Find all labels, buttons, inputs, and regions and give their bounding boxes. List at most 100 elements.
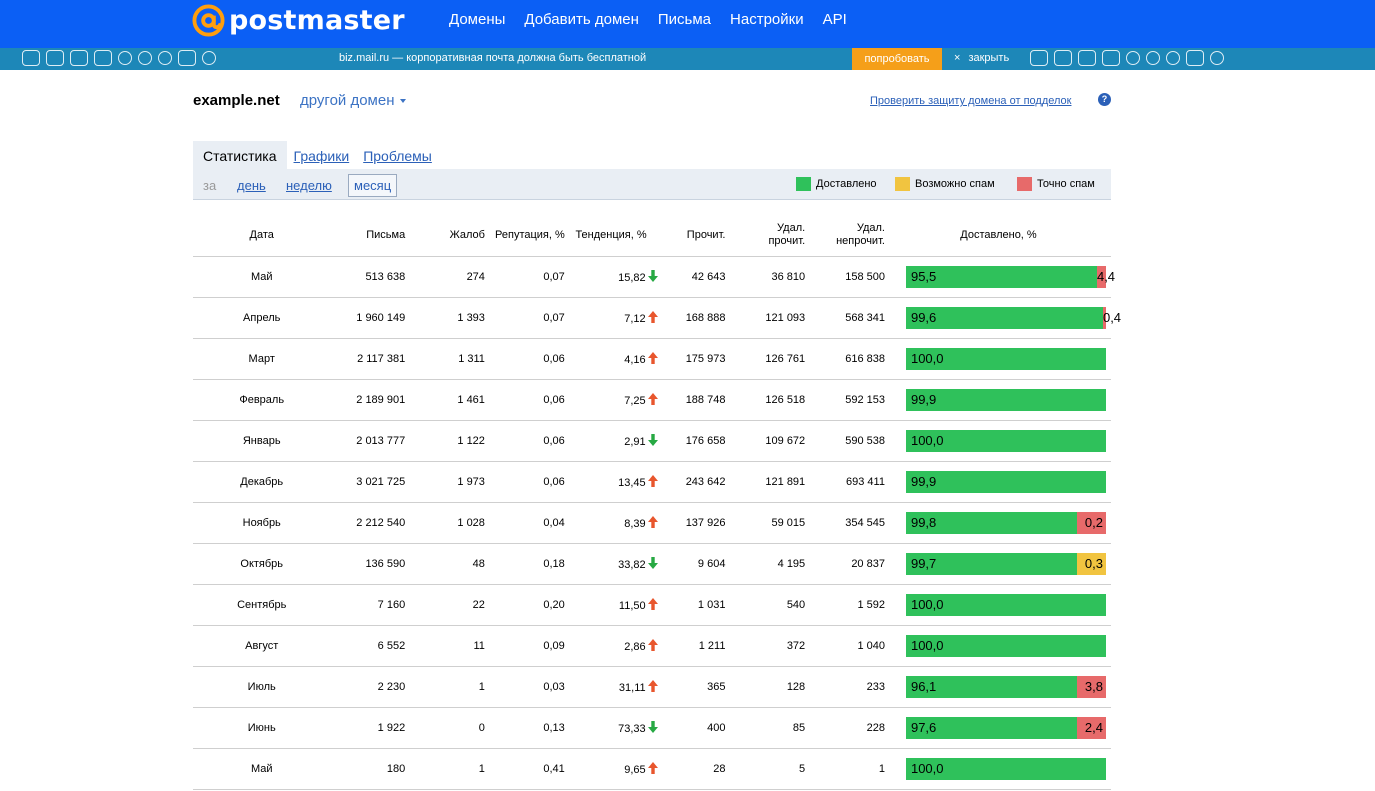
cell-delivered-bar: 99,8 0,2 bbox=[885, 502, 1111, 544]
nav-domains[interactable]: Домены bbox=[449, 11, 506, 28]
cell-date: Май bbox=[193, 256, 331, 298]
trend-value: 73,33 bbox=[618, 723, 646, 735]
nav-settings[interactable]: Настройки bbox=[730, 11, 804, 28]
period-week[interactable]: неделю bbox=[286, 178, 332, 193]
trend-value: 33,82 bbox=[618, 559, 646, 571]
cell-date: Март bbox=[193, 338, 331, 380]
header-deleted-unread: Удал. непрочит. bbox=[806, 214, 886, 257]
main-nav: Домены Добавить домен Письма Настройки A… bbox=[449, 11, 866, 28]
cell-reputation: 0,07 bbox=[485, 297, 566, 339]
table-row: Июль 2 230 1 0,03 31,11 365 128 233 96,1 3,8 bbox=[193, 666, 1111, 708]
delivery-bar: 100,0 bbox=[905, 430, 1106, 452]
nav-add-domain[interactable]: Добавить домен bbox=[524, 11, 639, 28]
cell-reputation: 0,07 bbox=[485, 256, 566, 298]
cell-reputation: 0,06 bbox=[485, 420, 566, 462]
trend-value: 7,25 bbox=[624, 395, 646, 407]
cell-delivered-bar: 96,1 3,8 bbox=[885, 666, 1111, 708]
legend-swatch bbox=[1017, 177, 1032, 191]
arrow-up-icon bbox=[647, 680, 658, 692]
cell-read: 137 926 bbox=[658, 502, 727, 544]
delivery-bar: 99,9 bbox=[905, 389, 1106, 411]
cell-deleted-read: 128 bbox=[726, 666, 807, 708]
cell-deleted-unread: 693 411 bbox=[806, 461, 886, 503]
nav-letters[interactable]: Письма bbox=[657, 11, 712, 28]
arrow-down-icon bbox=[647, 434, 658, 446]
table-row: Декабрь 3 021 725 1 973 0,06 13,45 243 642 121… bbox=[193, 461, 1111, 503]
delivery-bar: 96,1 3,8 bbox=[905, 676, 1106, 698]
cell-delivered-bar: 99,6 0,4 bbox=[885, 297, 1121, 339]
tab-graphs[interactable]: Графики bbox=[293, 148, 350, 164]
other-domain-dropdown[interactable]: другой домен bbox=[300, 92, 406, 109]
cell-trend: 33,82 bbox=[565, 543, 659, 585]
cell-trend: 31,11 bbox=[565, 666, 659, 708]
period-filter-bar: за день неделю месяц Доставлено Возможно… bbox=[193, 169, 1111, 200]
cell-date: Май bbox=[193, 748, 331, 790]
cell-deleted-unread: 158 500 bbox=[806, 256, 886, 298]
contact-doodle-icon bbox=[1126, 51, 1140, 65]
logo-text: postmaster bbox=[229, 4, 405, 36]
cell-reputation: 0,06 bbox=[485, 338, 566, 380]
trend-value: 13,45 bbox=[618, 477, 646, 489]
paperclip-doodle-icon bbox=[1078, 50, 1096, 66]
delivery-bar: 99,6 0,4 bbox=[905, 307, 1121, 329]
cell-deleted-read: 85 bbox=[726, 707, 807, 749]
cell-complaints: 1 028 bbox=[406, 502, 486, 544]
legend-label: Возможно спам bbox=[915, 178, 995, 190]
header-trend: Тенденция, % bbox=[575, 228, 647, 241]
header-line: Удал. bbox=[856, 222, 885, 234]
at-sign-logo-icon bbox=[192, 3, 225, 37]
cell-letters: 2 013 777 bbox=[330, 420, 407, 462]
statistics-table: Дата Письма Жалоб Репутация, % Тенденция… bbox=[193, 214, 1121, 790]
cell-deleted-read: 59 015 bbox=[726, 502, 807, 544]
header-complaints: Жалоб bbox=[449, 228, 485, 241]
tab-problems[interactable]: Проблемы bbox=[363, 148, 432, 164]
bird-doodle-icon bbox=[1210, 51, 1224, 65]
cell-trend: 13,45 bbox=[565, 461, 659, 503]
cell-deleted-read: 540 bbox=[726, 584, 807, 626]
cell-deleted-unread: 592 153 bbox=[806, 379, 886, 421]
cell-deleted-unread: 1 592 bbox=[806, 584, 886, 626]
header-letters: Письма bbox=[366, 228, 406, 241]
legend-swatch bbox=[796, 177, 811, 191]
paperclip-doodle-icon bbox=[70, 50, 88, 66]
check-domain-protection-link[interactable]: Проверить защиту домена от подделок bbox=[870, 95, 1072, 107]
cell-deleted-read: 36 810 bbox=[726, 256, 807, 298]
cell-trend: 2,86 bbox=[565, 625, 659, 667]
delivery-bar: 95,5 4,4 bbox=[905, 266, 1115, 288]
tab-statistics[interactable]: Статистика bbox=[193, 141, 287, 169]
cell-date: Июнь bbox=[193, 707, 331, 749]
promo-try-button[interactable]: попробовать bbox=[852, 48, 942, 70]
postmaster-logo[interactable]: postmaster bbox=[192, 3, 405, 37]
cell-deleted-unread: 616 838 bbox=[806, 338, 886, 380]
maybe-spam-segment: 0,3 bbox=[1076, 553, 1106, 575]
cell-read: 28 bbox=[658, 748, 727, 790]
table-row: Август 6 552 11 0,09 2,86 1 211 372 1 040 100,0 bbox=[193, 625, 1111, 667]
cell-deleted-unread: 568 341 bbox=[806, 297, 886, 339]
trend-value: 15,82 bbox=[618, 272, 646, 284]
cell-deleted-unread: 354 545 bbox=[806, 502, 886, 544]
caret-down-icon bbox=[399, 99, 406, 104]
cell-letters: 2 189 901 bbox=[330, 379, 407, 421]
cell-read: 1 211 bbox=[658, 625, 727, 667]
close-icon: × bbox=[954, 52, 961, 64]
promo-close-button[interactable]: × закрыть bbox=[954, 52, 1009, 64]
cell-complaints: 1 bbox=[406, 666, 486, 708]
folder-doodle-icon bbox=[94, 50, 112, 66]
arrow-up-icon bbox=[647, 516, 658, 528]
help-icon[interactable]: ? bbox=[1098, 93, 1111, 106]
delivered-segment: 99,6 bbox=[905, 307, 1103, 329]
table-body: Май 513 638 274 0,07 15,82 42 643 36 810 158 50… bbox=[193, 256, 1121, 790]
promo-doodle-icons-right bbox=[1030, 50, 1224, 68]
cell-reputation: 0,09 bbox=[485, 625, 566, 667]
delivered-segment: 97,6 bbox=[905, 717, 1077, 739]
delivery-bar: 99,9 bbox=[905, 471, 1106, 493]
nav-api[interactable]: API bbox=[822, 11, 847, 28]
legend-maybe-spam: Возможно спам bbox=[895, 177, 995, 191]
period-month[interactable]: месяц bbox=[348, 174, 398, 197]
period-day[interactable]: день bbox=[237, 178, 266, 193]
cell-read: 400 bbox=[658, 707, 727, 749]
cell-complaints: 1 461 bbox=[406, 379, 486, 421]
cell-read: 365 bbox=[658, 666, 727, 708]
cell-date: Декабрь bbox=[193, 461, 331, 503]
spam-segment: 2,4 bbox=[1076, 717, 1106, 739]
